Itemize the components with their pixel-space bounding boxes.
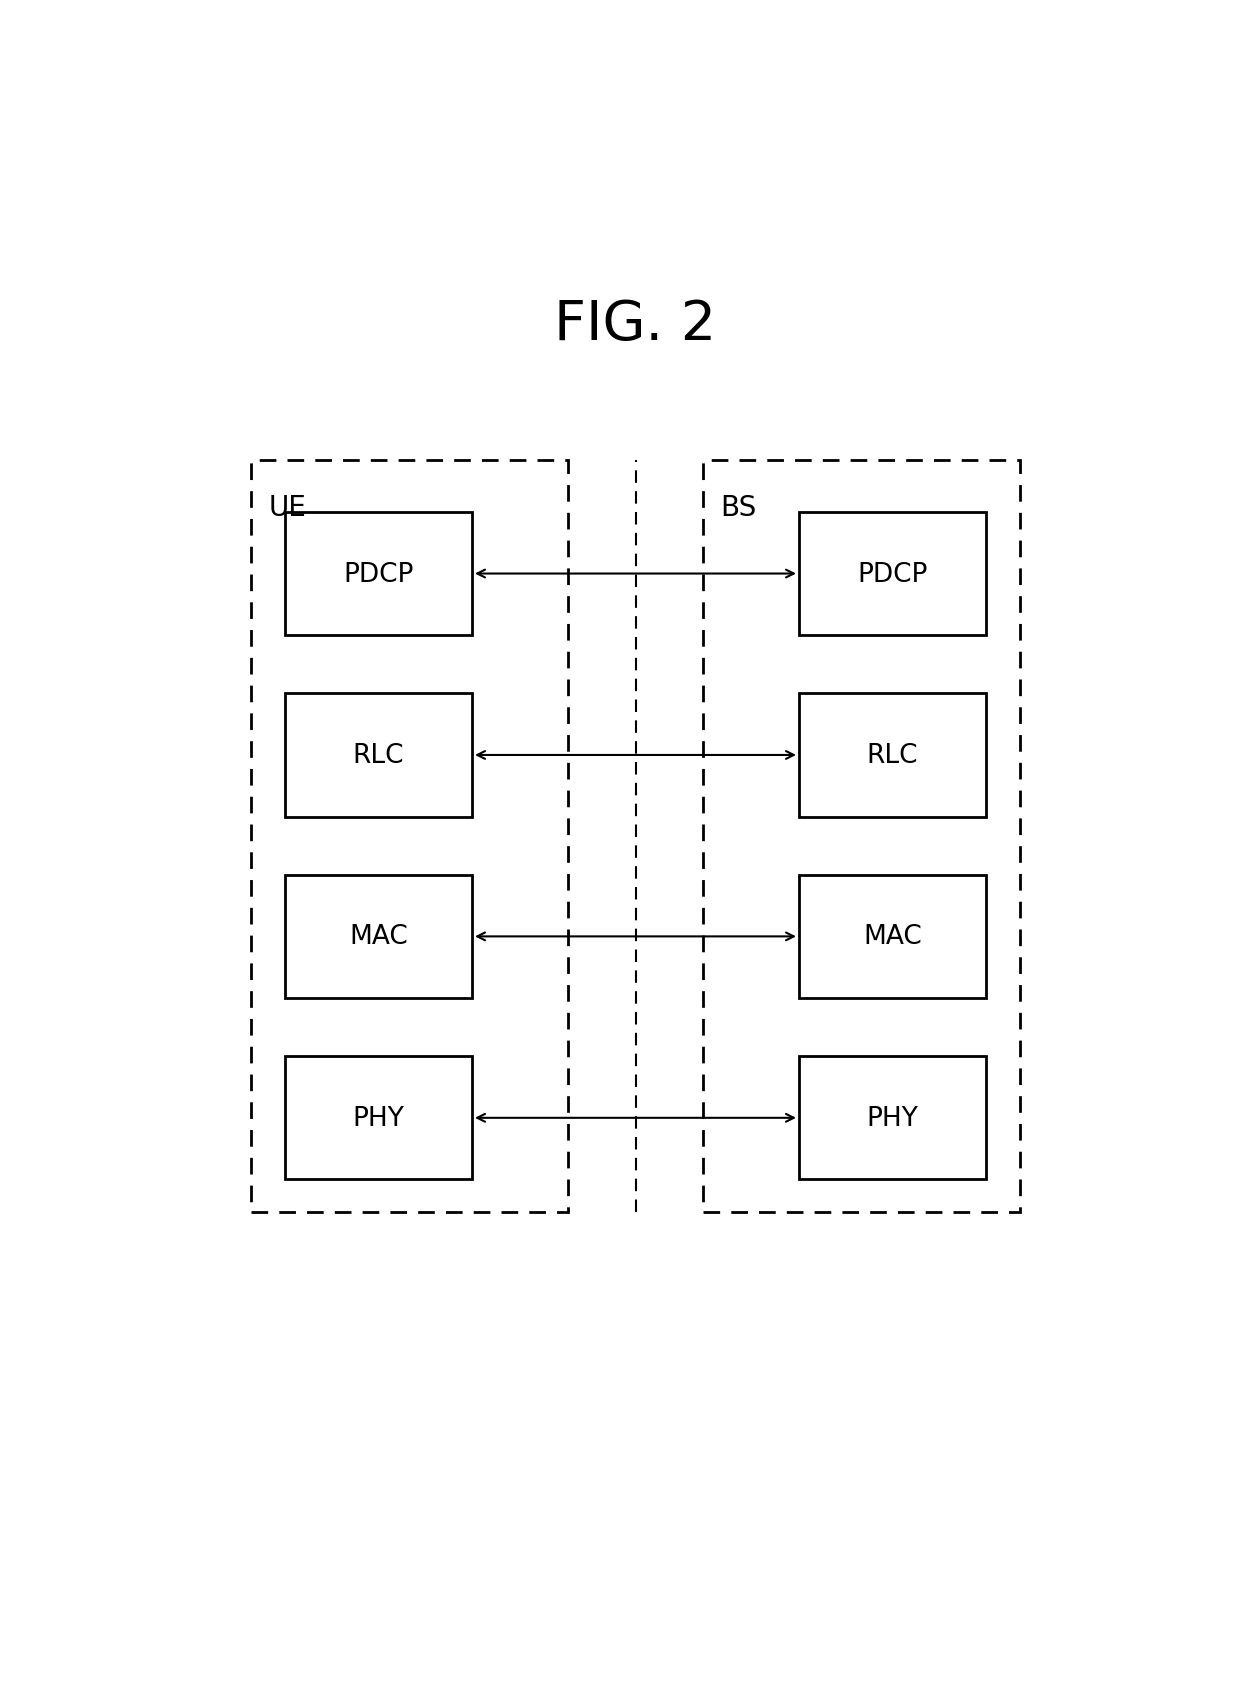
Bar (799, 513, 986, 636)
Bar (285, 513, 472, 636)
Text: RLC: RLC (352, 742, 404, 769)
Text: UE: UE (268, 493, 306, 521)
Text: MAC: MAC (863, 923, 923, 950)
Bar (799, 1056, 986, 1179)
Text: RLC: RLC (867, 742, 919, 769)
Bar (799, 695, 986, 817)
Bar (799, 875, 986, 999)
Bar (250, 461, 568, 1213)
Bar (285, 875, 472, 999)
Text: FIG. 2: FIG. 2 (554, 298, 717, 352)
Text: PHY: PHY (867, 1105, 919, 1130)
Text: PHY: PHY (352, 1105, 404, 1130)
Bar (703, 461, 1019, 1213)
Text: MAC: MAC (348, 923, 408, 950)
Bar (285, 1056, 472, 1179)
Text: PDCP: PDCP (343, 562, 414, 587)
Text: PDCP: PDCP (857, 562, 928, 587)
Bar (285, 695, 472, 817)
Text: BS: BS (720, 493, 756, 521)
